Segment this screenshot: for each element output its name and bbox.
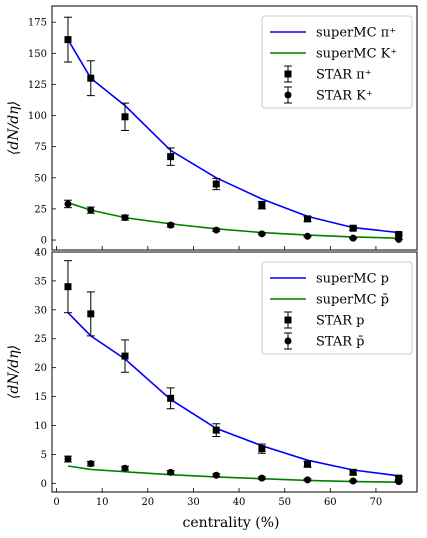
data-point [121, 113, 129, 121]
legend-label: STAR π⁺ [316, 68, 372, 83]
y-tick-label: 30 [34, 305, 47, 316]
data-point [87, 310, 95, 318]
y-tick-label: 20 [34, 363, 47, 374]
legend-label: STAR p̄ [316, 335, 365, 350]
data-point [304, 476, 311, 484]
y-tick-label: 0 [41, 236, 47, 247]
y-tick-label: 75 [34, 142, 47, 153]
y-tick-label: 40 [34, 248, 47, 259]
data-point [212, 471, 220, 479]
legend-label: superMC π⁺ [316, 26, 396, 41]
data-point [167, 153, 175, 161]
y-tick-label: 5 [41, 450, 47, 461]
x-tick-label: 40 [233, 497, 246, 508]
data-point [349, 468, 357, 476]
y-axis-label: ⟨dN/dη⟩ [6, 345, 22, 399]
legend-label: superMC K⁺ [316, 47, 397, 62]
legend-swatch [284, 91, 292, 99]
x-tick-label: 60 [324, 497, 337, 508]
data-point [121, 214, 129, 222]
legend-swatch [284, 70, 292, 78]
x-axis-label: centrality (%) [183, 515, 280, 531]
legend-box [261, 15, 413, 109]
y-tick-label: 25 [34, 334, 47, 345]
plot-frame [51, 5, 418, 251]
y-tick-label: 25 [34, 204, 47, 215]
data-point [304, 215, 311, 223]
plot-frame [51, 251, 418, 493]
x-tick-label: 20 [141, 497, 154, 508]
legend-swatch [284, 337, 292, 345]
data-point [121, 464, 129, 472]
data-point [258, 445, 266, 453]
data-point [64, 200, 72, 208]
data-point [121, 352, 129, 360]
data-point [64, 283, 72, 291]
data-point [64, 36, 72, 44]
data-point [304, 232, 311, 240]
series-line [67, 39, 399, 234]
y-tick-label: 10 [34, 421, 47, 432]
x-tick-label: 0 [53, 497, 59, 508]
y-tick-label: 35 [34, 276, 47, 287]
legend-label: STAR p [316, 314, 365, 329]
data-point [87, 206, 95, 214]
y-tick-label: 0 [41, 479, 47, 490]
data-point [349, 234, 357, 242]
data-point [212, 180, 220, 188]
data-point [349, 477, 357, 485]
data-point [395, 230, 403, 238]
data-point [258, 201, 266, 209]
y-tick-label: 125 [28, 80, 47, 91]
y-axis-label: ⟨dN/dη⟩ [6, 101, 22, 155]
y-tick-label: 150 [28, 49, 47, 60]
legend-label: STAR K⁺ [316, 89, 373, 104]
legend-label: superMC p̄ [316, 293, 389, 308]
data-point [304, 460, 311, 468]
legend-swatch [284, 316, 292, 324]
x-tick-label: 70 [370, 497, 383, 508]
data-point [212, 426, 220, 434]
legend-label: superMC p [316, 272, 389, 287]
data-point [258, 230, 266, 238]
y-tick-label: 50 [34, 173, 47, 184]
series-line [67, 201, 399, 239]
data-point [87, 460, 95, 468]
data-point [258, 474, 266, 482]
x-tick-label: 30 [187, 497, 200, 508]
legend-box [261, 261, 413, 355]
data-point [167, 394, 175, 402]
panel-top: 0 25 50 75 100 125 150 175 ⟨dN/dη⟩ superMC π⁺ supe… [6, 5, 418, 251]
data-point [167, 221, 175, 229]
data-point [212, 226, 220, 234]
data-point [87, 74, 95, 82]
data-point [167, 468, 175, 476]
data-point [349, 224, 357, 232]
y-tick-label: 100 [28, 111, 47, 122]
x-tick-label: 10 [96, 497, 109, 508]
data-point [395, 235, 403, 243]
x-tick-label: 50 [278, 497, 291, 508]
panel-bottom: 0 5 10 15 20 25 30 35 40 0 10 20 30 40 50 60 70 ⟨dN/dη⟩ su… [6, 248, 418, 508]
data-point [395, 478, 403, 486]
y-tick-label: 175 [28, 18, 47, 29]
data-point [64, 455, 72, 463]
y-tick-label: 15 [34, 392, 47, 403]
